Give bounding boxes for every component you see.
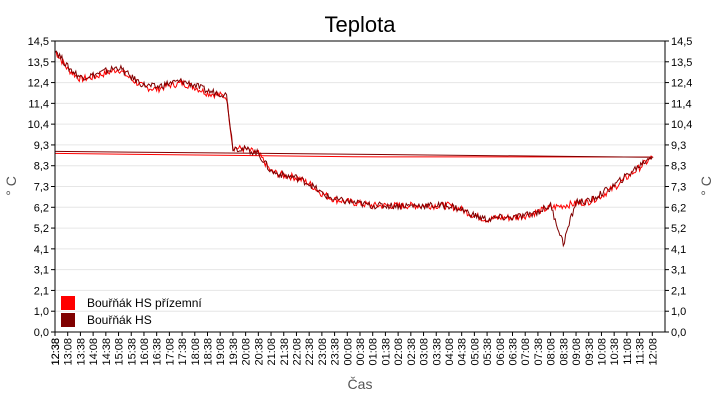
x-tick-label: 12:08 [647,338,659,366]
y-tick-label-right: 1,0 [671,306,686,318]
y-tick-label-left: 13,5 [28,57,49,69]
x-tick-label: 14:38 [101,338,113,366]
x-tick-label: 22:38 [304,338,316,366]
x-tick-label: 03:38 [431,338,443,366]
y-tick-label-right: 2,1 [671,285,686,297]
legend: Bouřňák HS přízemní Bouřňák HS [61,296,202,327]
x-tick-label: 13:08 [63,338,75,366]
y-tick-label-right: 13,5 [671,57,692,69]
x-tick-label: 11:08 [622,338,634,365]
x-tick-label: 09:08 [571,338,583,366]
y-axis-label-right: ° C [698,176,714,196]
y-tick-label-right: 8,3 [671,161,686,173]
x-tick-label: 07:08 [520,338,532,366]
x-tick-label: 07:38 [533,338,545,366]
x-tick-label: 14:08 [88,338,100,366]
x-tick-label: 01:08 [368,338,380,366]
y-tick-label-right: 5,2 [671,223,686,235]
chart-title: Teplota [325,12,397,37]
x-axis: 12:38 13:08 13:38 14:08 14:38 15:08 15:38 16:08… [50,332,659,366]
x-tick-label: 02:38 [406,338,418,366]
x-tick-label: 08:08 [546,338,558,366]
y-tick-label-right: 10,4 [671,119,692,131]
x-tick-label: 05:08 [469,338,481,366]
y-tick-label-left: 2,1 [34,285,49,297]
grid-lines [55,61,665,312]
x-tick-label: 01:38 [380,338,392,366]
y-tick-label-right: 3,1 [671,265,686,277]
y-tick-label-right: 7,3 [671,182,686,194]
x-tick-label: 04:38 [457,338,469,366]
x-tick-label: 13:38 [75,338,87,366]
x-tick-label: 21:08 [266,338,278,366]
x-axis-label: Čas [348,376,373,392]
y-tick-label-right: 11,4 [671,98,692,110]
y-tick-label-left: 12,4 [28,78,49,90]
legend-label: Bouřňák HS přízemní [87,296,202,310]
x-tick-label: 02:08 [393,338,405,366]
y-tick-label-left: 10,4 [28,119,49,131]
y-tick-label-right: 0,0 [671,327,686,339]
y-tick-label-left: 9,3 [34,140,49,152]
x-tick-label: 17:38 [177,338,189,366]
series-line [54,50,654,224]
y-tick-label-left: 7,3 [34,182,49,194]
x-tick-label: 10:08 [596,338,608,366]
x-tick-label: 12:38 [50,338,62,366]
y-tick-label-left: 8,3 [34,161,49,173]
x-tick-label: 11:38 [635,338,647,365]
y-tick-label-right: 14,5 [671,36,692,48]
series-line [54,50,654,248]
x-tick-label: 15:08 [114,338,126,366]
y-tick-label-left: 6,2 [34,202,49,214]
x-tick-label: 23:08 [317,338,329,366]
x-tick-label: 18:38 [203,338,215,366]
x-tick-label: 15:38 [126,338,138,366]
legend-label: Bouřňák HS [87,313,152,327]
y-tick-label-left: 4,1 [34,244,49,256]
x-tick-label: 22:08 [291,338,303,366]
y-axis-right: 0,0 1,0 2,1 3,1 4,1 5,2 6,2 7,3 8,3 9,3 10,4 11,4 12… [665,36,692,339]
x-tick-label: 00:08 [342,338,354,366]
x-tick-label: 20:38 [253,338,265,366]
series-layer [54,50,654,248]
y-tick-label-left: 11,4 [28,98,49,110]
x-tick-label: 17:08 [164,338,176,366]
x-tick-label: 23:38 [330,338,342,366]
x-tick-label: 05:38 [482,338,494,366]
y-tick-label-right: 4,1 [671,244,686,256]
x-tick-label: 19:38 [228,338,240,366]
x-tick-label: 18:08 [190,338,202,366]
legend-swatch [61,296,75,310]
x-tick-label: 10:38 [609,338,621,366]
x-tick-label: 06:38 [508,338,520,366]
legend-swatch [61,313,75,327]
y-tick-label-left: 5,2 [34,223,49,235]
x-tick-label: 04:08 [444,338,456,366]
x-tick-label: 06:08 [495,338,507,366]
x-tick-label: 12:38 [50,338,62,366]
y-tick-label-left: 14,5 [28,36,49,48]
x-tick-label: 00:38 [355,338,367,366]
x-tick-label: 03:08 [419,338,431,366]
y-axis-label-left: ° C [3,176,19,196]
y-tick-label-right: 9,3 [671,140,686,152]
y-tick-label-left: 0,0 [34,327,49,339]
y-tick-label-left: 3,1 [34,265,49,277]
x-tick-label: 21:38 [279,338,291,366]
x-tick-label: 20:08 [241,338,253,366]
y-axis-left: 0,0 1,0 2,1 3,1 4,1 5,2 6,2 7,3 8,3 9,3 10,4 11,4 12… [28,36,55,339]
x-tick-label: 16:08 [139,338,151,366]
x-tick-label: 19:08 [215,338,227,366]
y-tick-label-right: 12,4 [671,78,692,90]
x-tick-label: 16:38 [152,338,164,366]
x-tick-label: 08:38 [558,338,570,366]
y-tick-label-left: 1,0 [34,306,49,318]
y-tick-label-right: 6,2 [671,202,686,214]
x-tick-label: 09:38 [584,338,596,366]
